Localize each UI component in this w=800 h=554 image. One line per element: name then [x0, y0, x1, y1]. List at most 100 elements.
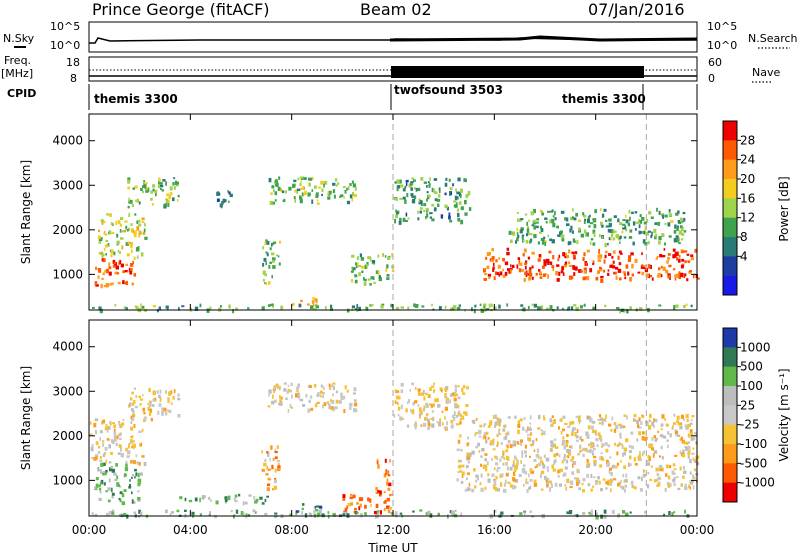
velocity-echo-cell — [379, 510, 382, 515]
power-echo-cell — [456, 191, 460, 195]
velocity-echo-cell — [297, 392, 300, 396]
velocity-echo-cell — [513, 455, 517, 460]
nave-block — [391, 66, 644, 78]
freq-panel — [88, 56, 698, 82]
velocity-echo-cell — [422, 389, 425, 394]
power-echo-cell — [611, 229, 615, 234]
velocity-x-tick-label: 00:00 — [72, 523, 107, 537]
velocity-echo-cell — [441, 410, 444, 413]
power-echo-cell — [434, 198, 438, 202]
velocity-echo-cell — [499, 474, 502, 479]
power-echo-cell — [672, 254, 676, 259]
power-echo-cell — [517, 235, 520, 238]
power-echo-cell — [583, 270, 587, 274]
power-echo-cell — [580, 305, 583, 309]
power-echo-cell — [545, 307, 550, 311]
velocity-echo-cell — [114, 437, 117, 442]
velocity-echo-cell — [540, 456, 542, 460]
velocity-echo-cell — [689, 429, 693, 434]
velocity-echo-cell — [601, 420, 604, 424]
velocity-echo-cell — [267, 483, 271, 487]
velocity-echo-cell — [669, 465, 672, 469]
velocity-echo-cell — [426, 414, 429, 417]
velocity-echo-cell — [379, 490, 382, 495]
power-echo-cell — [395, 211, 399, 215]
power-echo-cell — [144, 182, 148, 185]
power-echo-cell — [592, 229, 596, 234]
power-echo-cell — [431, 303, 433, 307]
power-echo-cell — [573, 240, 576, 243]
power-echo-cell — [600, 208, 602, 211]
velocity-echo-cell — [632, 485, 635, 489]
power-echo-cell — [678, 241, 681, 245]
velocity-echo-cell — [587, 425, 591, 430]
power-echo-cell — [457, 177, 461, 182]
power-echo-cell — [592, 306, 596, 311]
velocity-echo-cell — [493, 467, 496, 471]
power-echo-cell — [136, 220, 139, 224]
velocity-echo-cell — [387, 474, 391, 477]
velocity-x-tick-label: 20:00 — [578, 523, 613, 537]
power-echo-cell — [498, 257, 501, 260]
power-echo-cell — [625, 219, 629, 224]
velocity-echo-cell — [444, 393, 447, 397]
velocity-echo-cell — [586, 461, 590, 466]
velocity-echo-cell — [673, 476, 676, 481]
velocity-echo-cell — [111, 511, 115, 515]
power-echo-cell — [98, 229, 100, 232]
power-echo-cell — [622, 271, 626, 274]
power-echo-cell — [507, 268, 510, 271]
power-echo-cell — [597, 259, 602, 262]
power-echo-cell — [100, 219, 104, 223]
power-echo-cell — [558, 271, 561, 276]
velocity-echo-cell — [389, 459, 391, 463]
velocity-echo-cell — [118, 422, 121, 426]
velocity-echo-cell — [147, 403, 149, 406]
power-echo-cell — [176, 181, 179, 185]
velocity-echo-cell — [299, 398, 304, 402]
velocity-echo-cell — [636, 419, 639, 424]
velocity-echo-cell — [89, 421, 92, 425]
velocity-echo-cell — [296, 389, 299, 393]
power-echo-cell — [586, 276, 590, 281]
power-echo-cell — [667, 222, 671, 227]
velocity-echo-cell — [479, 482, 482, 486]
velocity-echo-cell — [431, 410, 434, 413]
power-echo-cell — [101, 254, 103, 259]
velocity-echo-cell — [132, 460, 136, 465]
power-echo-cell — [426, 198, 428, 202]
velocity-echo-cell — [684, 483, 687, 488]
velocity-echo-cell — [111, 439, 115, 444]
velocity-echo-cell — [528, 473, 530, 478]
velocity-echo-cell — [483, 435, 487, 440]
velocity-x-tick-label: 04:00 — [173, 523, 208, 537]
velocity-echo-cell — [442, 422, 444, 426]
power-echo-cell — [675, 304, 679, 308]
velocity-echo-cell — [159, 397, 162, 401]
power-echo-cell — [152, 305, 157, 308]
power-echo-cell — [561, 266, 564, 271]
power-echo-cell — [522, 239, 525, 242]
velocity-echo-cell — [343, 510, 345, 513]
power-echo-cell — [561, 237, 564, 240]
velocity-echo-cell — [624, 488, 626, 493]
freq-label-1: Freq. — [4, 54, 31, 67]
power-echo-cell — [140, 187, 143, 191]
velocity-echo-cell — [340, 395, 344, 400]
power-echo-cell — [417, 187, 421, 191]
velocity-echo-cell — [689, 432, 694, 436]
velocity-echo-cell — [111, 509, 115, 512]
power-echo-cell — [625, 264, 629, 269]
power-echo-cell — [518, 268, 522, 273]
velocity-echo-cell — [681, 436, 683, 441]
velocity-echo-cell — [139, 403, 142, 406]
velocity-echo-cell — [316, 509, 319, 512]
power-echo-cell — [114, 304, 117, 307]
power-echo-cell — [399, 217, 402, 222]
power-echo-cell — [138, 201, 141, 205]
velocity-echo-cell — [495, 462, 499, 466]
velocity-echo-cell — [242, 501, 245, 506]
velocity-echo-cell — [687, 423, 691, 427]
velocity-echo-cell — [128, 442, 130, 448]
